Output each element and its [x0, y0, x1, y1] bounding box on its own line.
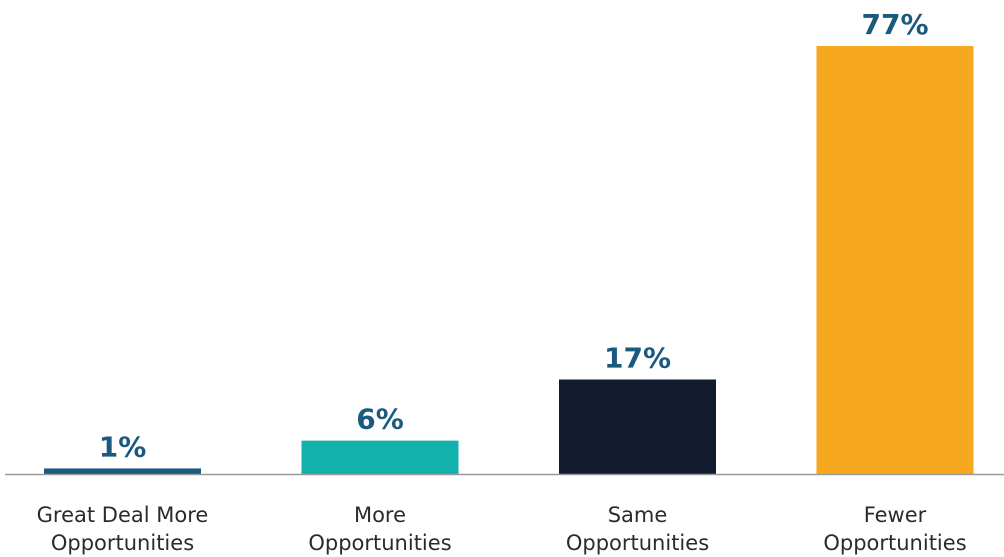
value-labels-group: 1% 6% 17% 77% [99, 8, 929, 463]
value-label-3: 17% [604, 342, 671, 375]
category-label-3-line-1: Same [608, 503, 668, 527]
category-label-2-line-2: Opportunities [308, 531, 451, 555]
category-label-1-line-2: Opportunities [51, 531, 194, 555]
category-label-4-line-1: Fewer [864, 503, 927, 527]
category-labels-group: Great Deal More Opportunities More Opportun… [37, 503, 967, 555]
category-label-2-line-1: More [354, 503, 406, 527]
category-label-3-line-2: Opportunities [566, 531, 709, 555]
category-label-4: Fewer Opportunities [823, 503, 966, 555]
bar-1 [44, 468, 201, 474]
bars-group [44, 46, 974, 474]
category-label-2: More Opportunities [308, 503, 451, 555]
value-label-1: 1% [99, 430, 147, 463]
bar-3 [559, 379, 716, 474]
value-label-4: 77% [861, 8, 928, 41]
category-label-4-line-2: Opportunities [823, 531, 966, 555]
category-label-3: Same Opportunities [566, 503, 709, 555]
category-label-1-line-1: Great Deal More [37, 503, 209, 527]
bar-4 [816, 46, 974, 474]
bar-2 [301, 440, 459, 474]
value-label-2: 6% [356, 403, 404, 436]
category-label-1: Great Deal More Opportunities [37, 503, 209, 555]
